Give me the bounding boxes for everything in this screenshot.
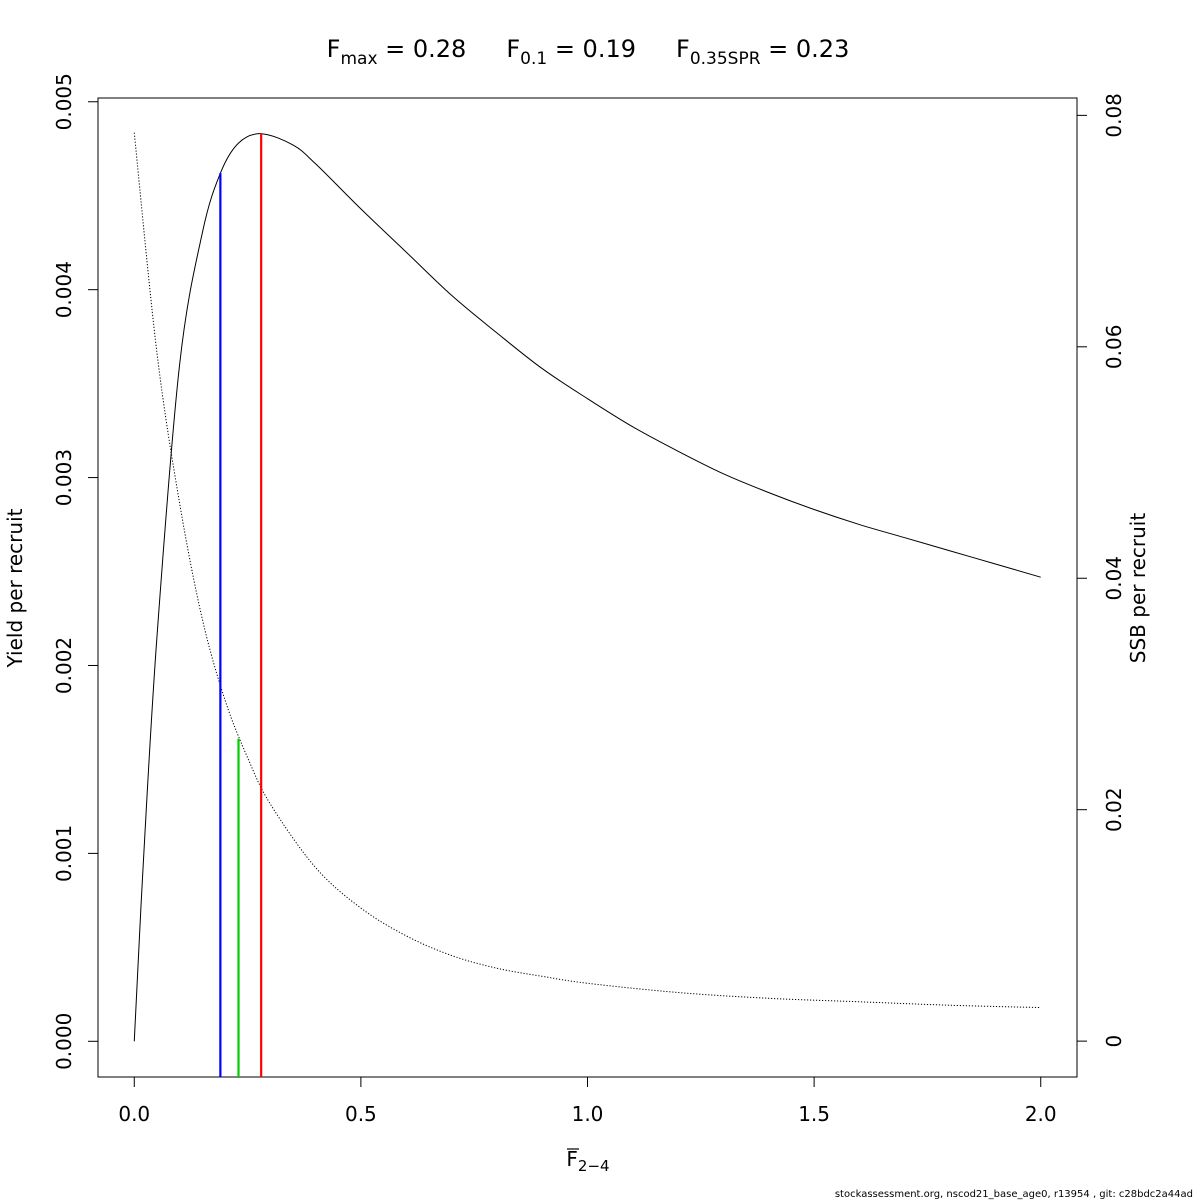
plot-frame xyxy=(97,97,1078,1078)
reference-lines xyxy=(219,133,263,1077)
fmax-value: = 0.28 xyxy=(378,35,467,63)
footer-note: stockassessment.org, nscod21_base_age0, … xyxy=(835,1189,1193,1200)
y-axis-left: 0.000 0.001 0.002 0.003 0.004 0.005 xyxy=(52,73,99,1070)
x-tick-label: 0.5 xyxy=(345,1102,377,1126)
y-axis-left-label: Yield per recruit xyxy=(3,508,27,668)
chart-title: Fmax = 0.28 F0.1 = 0.19 F0.35SPR = 0.23 xyxy=(327,35,850,69)
series-layer xyxy=(133,132,1041,1042)
fmax-subscript: max xyxy=(340,49,377,69)
f01-value: = 0.19 xyxy=(547,35,636,63)
fmax-symbol: F xyxy=(327,35,341,63)
x-axis: 0.0 0.5 1.0 1.5 2.0 xyxy=(118,1076,1057,1126)
y-right-tick-label: 0.02 xyxy=(1102,787,1126,832)
y-right-tick-label: 0.04 xyxy=(1102,556,1126,601)
f01-symbol: F xyxy=(506,35,520,63)
y-left-tick-label: 0.005 xyxy=(52,73,76,130)
fspr-subscript: 0.35SPR xyxy=(690,49,761,69)
x-axis-label: F2−4 xyxy=(566,1147,609,1175)
x-tick-label: 2.0 xyxy=(1025,1102,1057,1126)
y-axis-right-label: SSB per recruit xyxy=(1126,513,1150,664)
ssb-per-recruit-line xyxy=(133,132,1041,1009)
y-right-tick-label: 0.06 xyxy=(1102,325,1126,370)
fspr-symbol: F xyxy=(676,35,690,63)
y-left-tick-label: 0.003 xyxy=(52,449,76,506)
y-left-tick-label: 0.000 xyxy=(52,1013,76,1070)
x-tick-label: 0.0 xyxy=(118,1102,150,1126)
f01-subscript: 0.1 xyxy=(520,49,547,69)
y-axis-right: 0 0.02 0.04 0.06 0.08 xyxy=(1076,93,1126,1048)
y-right-tick-label: 0 xyxy=(1102,1035,1126,1048)
x-axis-label-symbol: F xyxy=(566,1147,578,1171)
y-left-tick-label: 0.004 xyxy=(52,261,76,318)
x-tick-label: 1.5 xyxy=(798,1102,830,1126)
yield-per-recruit-line xyxy=(133,133,1041,1042)
x-axis-label-subscript: 2−4 xyxy=(578,1157,610,1175)
x-tick-label: 1.0 xyxy=(572,1102,604,1126)
fspr-value: = 0.23 xyxy=(761,35,850,63)
y-left-tick-label: 0.002 xyxy=(52,637,76,694)
y-left-tick-label: 0.001 xyxy=(52,825,76,882)
y-right-tick-label: 0.08 xyxy=(1102,93,1126,138)
